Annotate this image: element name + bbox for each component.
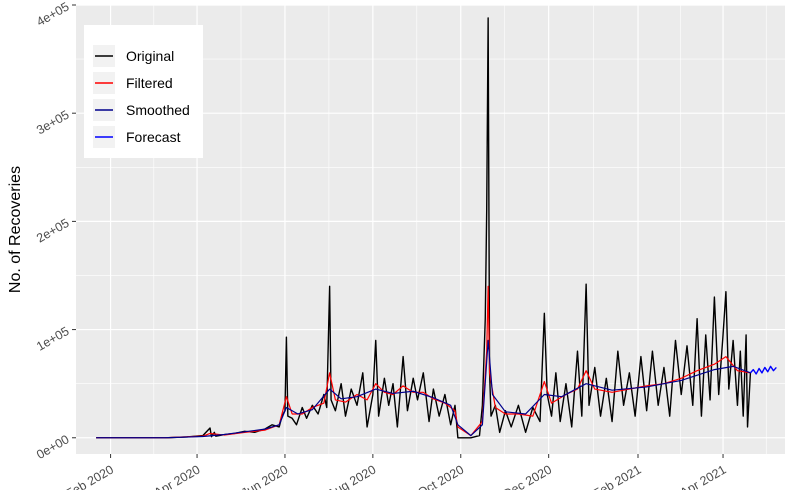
x-tick-label: Oct 2020	[415, 462, 466, 490]
x-axis: Feb 2020 Apr 2020 Jun 2020 Aug 2020 Oct 2020…	[63, 454, 729, 490]
x-tick-label: Apr 2020	[152, 462, 203, 490]
x-tick-label: Aug 2020	[325, 462, 378, 490]
series-line-original	[96, 17, 752, 439]
y-tick-label: 0e+00	[34, 432, 71, 462]
series-line-filtered	[96, 285, 751, 439]
y-tick-label: 3e+05	[34, 108, 71, 138]
x-tick-label: Feb 2020	[63, 462, 116, 490]
series-line-forecast	[749, 365, 777, 375]
y-axis: 0e+00 1e+05 2e+05 3e+05 4e+05	[34, 0, 76, 462]
y-tick-label: 2e+05	[34, 216, 71, 246]
legend-label-filtered: Filtered	[126, 75, 173, 91]
legend-label-original: Original	[126, 48, 174, 64]
y-axis-title: No. of Recoveries	[7, 166, 24, 293]
x-tick-label: Jun 2020	[239, 462, 291, 490]
legend-label-smoothed: Smoothed	[126, 102, 190, 118]
y-tick-label: 1e+05	[34, 324, 71, 354]
series-layer	[96, 17, 777, 439]
x-tick-label: Dec 2020	[501, 462, 554, 490]
y-tick-label: 4e+05	[34, 0, 71, 29]
legend: Original Filtered Smoothed Forecast	[84, 25, 203, 158]
x-tick-label: Feb 2021	[591, 462, 644, 490]
x-tick-label: Apr 2021	[678, 462, 729, 490]
legend-label-forecast: Forecast	[126, 129, 181, 145]
series-line-smoothed	[96, 339, 751, 439]
